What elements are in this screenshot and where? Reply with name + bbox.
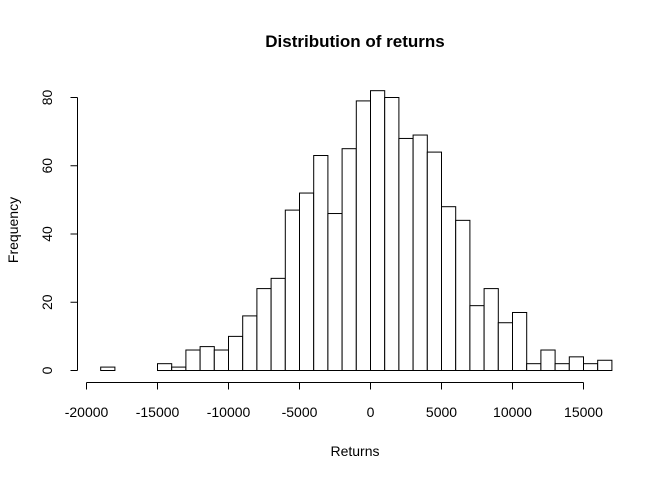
y-tick-label: 20: [39, 294, 55, 310]
y-tick-label: 80: [39, 90, 55, 106]
histogram-bar: [171, 366, 187, 371]
histogram-bar: [157, 363, 173, 372]
x-tick-label: 10000: [493, 404, 532, 420]
histogram-bar: [512, 311, 528, 371]
histogram-bar: [327, 213, 343, 371]
histogram-bar: [426, 151, 442, 371]
histogram-bar: [313, 155, 329, 371]
x-axis: -20000 -15000 -10000 -5000 0 5000 10000 15000: [65, 382, 603, 420]
histogram-bar: [554, 363, 570, 372]
x-tick-label: 0: [367, 404, 375, 420]
histogram-bar: [355, 100, 371, 371]
histogram-bar: [256, 288, 272, 372]
histogram-bar: [384, 97, 400, 371]
x-tick-label: 5000: [426, 404, 457, 420]
histogram-bar: [213, 349, 230, 371]
histogram-bar: [526, 363, 542, 372]
x-tick-label: -5000: [282, 404, 318, 420]
histogram-bar: [228, 335, 244, 372]
chart-title: Distribution of returns: [265, 32, 444, 51]
x-tick-label: -15000: [136, 404, 180, 420]
x-axis-label: Returns: [330, 443, 379, 459]
histogram-bar: [242, 315, 258, 371]
y-axis: 0 20 40 60 80: [39, 90, 78, 374]
histogram-bar: [568, 356, 584, 372]
histogram-bar: [597, 359, 613, 372]
x-tick-label: -20000: [65, 404, 109, 420]
histogram-bar: [455, 219, 471, 371]
histogram-bar: [412, 134, 428, 371]
histogram-bar: [398, 137, 414, 371]
y-tick-label: 60: [39, 158, 55, 174]
histogram-bar: [341, 148, 357, 371]
histogram-bar: [270, 277, 286, 371]
histogram-bar: [540, 349, 556, 371]
histogram-bar: [100, 366, 116, 371]
histogram-bar: [441, 206, 457, 371]
y-axis-label: Frequency: [5, 197, 21, 263]
histogram-bar: [299, 192, 315, 371]
histogram-bar: [483, 288, 499, 372]
bars-group: [100, 90, 613, 372]
histogram-bar: [199, 346, 215, 371]
y-tick-label: 40: [39, 226, 55, 242]
x-tick-label: -10000: [207, 404, 251, 420]
histogram-bar: [284, 209, 300, 371]
y-tick-label: 0: [39, 366, 55, 374]
histogram-bar: [370, 90, 386, 372]
histogram-bar: [469, 305, 485, 371]
histogram-bar: [497, 322, 513, 372]
x-tick-label: 15000: [564, 404, 603, 420]
histogram-bar: [583, 363, 599, 372]
histogram-bar: [185, 349, 201, 371]
